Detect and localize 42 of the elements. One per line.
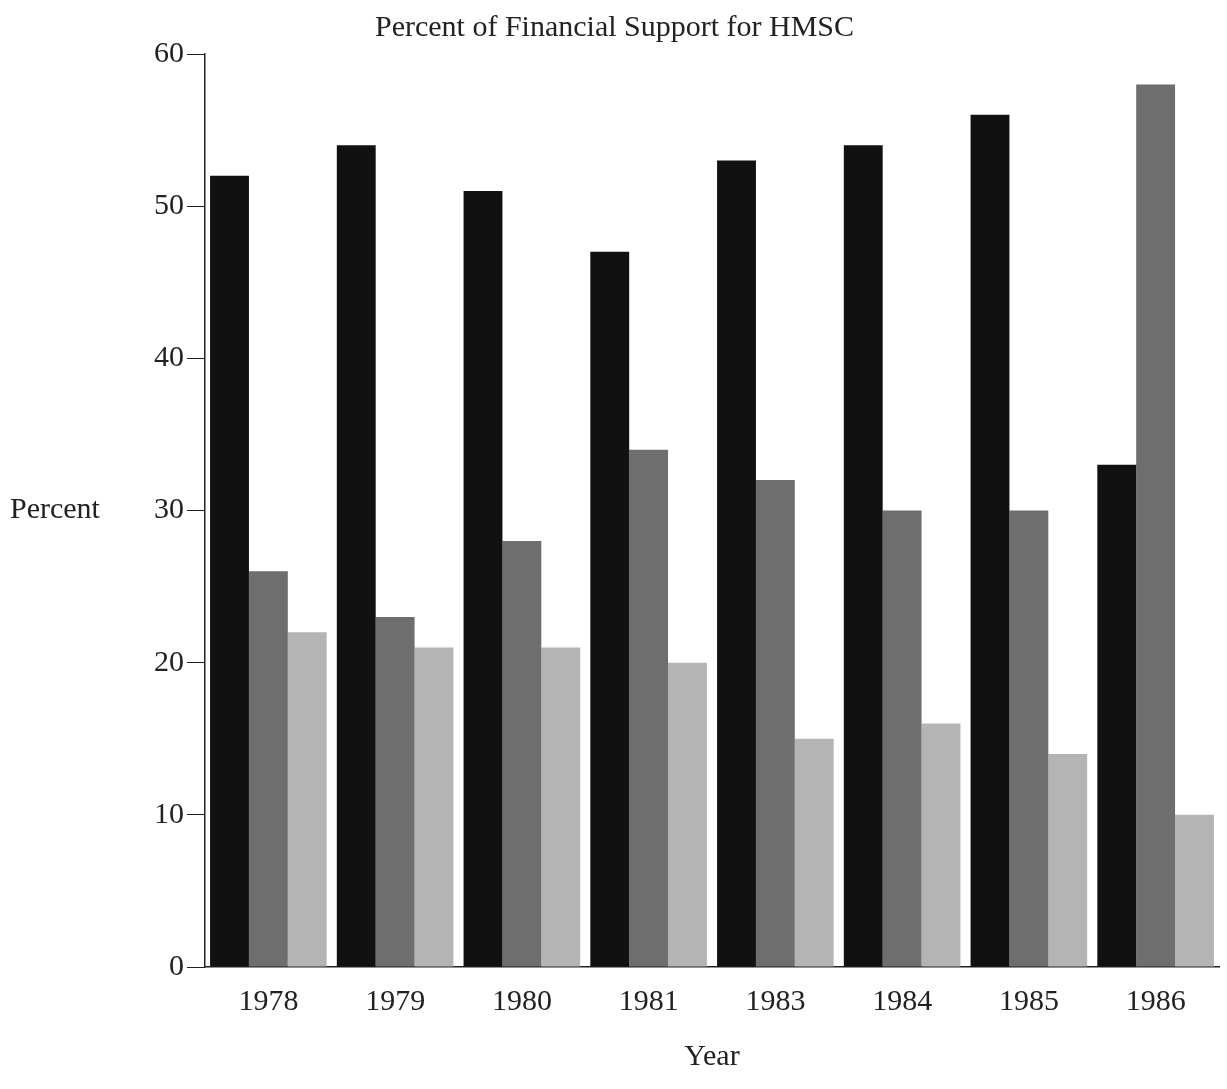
y-tick-label: 10 bbox=[154, 795, 184, 829]
x-tick-label: 1983 bbox=[745, 982, 806, 1016]
bar bbox=[1175, 814, 1214, 967]
x-axis-title: Year bbox=[684, 1037, 740, 1071]
bar bbox=[287, 632, 327, 967]
bar bbox=[921, 723, 961, 967]
bar bbox=[882, 510, 922, 967]
x-tick-label: 1980 bbox=[491, 982, 552, 1016]
bar bbox=[717, 160, 756, 967]
bar bbox=[843, 145, 883, 967]
x-tick-label: 1984 bbox=[872, 982, 933, 1016]
y-tick-label: 20 bbox=[154, 643, 184, 677]
bar bbox=[794, 738, 834, 967]
x-tick-label: 1981 bbox=[618, 982, 679, 1016]
y-axis-title: Percent bbox=[10, 491, 101, 525]
bar bbox=[668, 662, 707, 967]
y-tick-label: 30 bbox=[154, 491, 184, 525]
bar bbox=[336, 145, 376, 967]
bar bbox=[1009, 510, 1049, 967]
y-tick-label: 60 bbox=[154, 34, 184, 68]
bar bbox=[1097, 464, 1137, 967]
x-tick-label: 1986 bbox=[1125, 982, 1186, 1016]
bar bbox=[414, 647, 454, 967]
bar bbox=[210, 175, 249, 967]
bar bbox=[629, 449, 669, 967]
bar bbox=[1136, 84, 1176, 967]
x-tick-label: 1985 bbox=[998, 982, 1059, 1016]
y-tick-label: 50 bbox=[154, 187, 184, 221]
bar bbox=[970, 114, 1010, 967]
y-tick-label: 40 bbox=[154, 339, 184, 373]
bar bbox=[375, 617, 415, 967]
chart-title: Percent of Financial Support for HMSC bbox=[374, 8, 855, 42]
bar bbox=[1048, 753, 1088, 967]
bar bbox=[248, 571, 288, 967]
bar bbox=[463, 190, 503, 967]
bar bbox=[755, 480, 795, 967]
x-tick-label: 1978 bbox=[238, 982, 299, 1016]
y-tick-label: 0 bbox=[169, 947, 184, 981]
x-tick-label: 1979 bbox=[365, 982, 426, 1016]
bar bbox=[502, 540, 542, 967]
bar bbox=[541, 647, 581, 967]
bar bbox=[590, 251, 630, 967]
